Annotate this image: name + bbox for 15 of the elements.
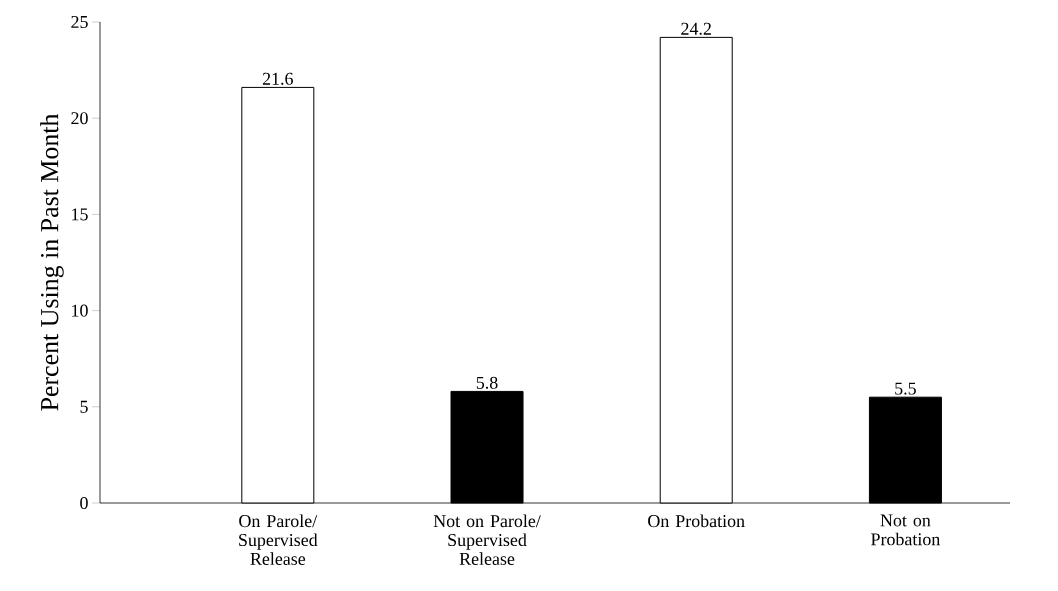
y-tick-label: 15: [72, 208, 88, 221]
x-tick-label: Not on Parole/ Supervised Release: [433, 514, 541, 565]
data-label: 5.5: [895, 382, 916, 395]
y-tick-label: 20: [71, 112, 88, 125]
y-tick-label: 0: [80, 496, 88, 510]
y-axis-title: Percent Using in Past Month: [40, 113, 64, 411]
y-tick-label: 25: [71, 15, 88, 29]
data-label: 24.2: [681, 22, 711, 35]
x-tick-label: Not on Probation: [871, 514, 941, 546]
y-tick-label: 10: [72, 304, 88, 317]
data-label: 21.6: [262, 72, 293, 85]
x-tick-label: On Parole/ Supervised Release: [239, 514, 318, 565]
data-label: 5.8: [476, 376, 498, 389]
x-tick-label: On Probation: [648, 514, 745, 528]
y-tick-label: 5: [80, 400, 88, 413]
